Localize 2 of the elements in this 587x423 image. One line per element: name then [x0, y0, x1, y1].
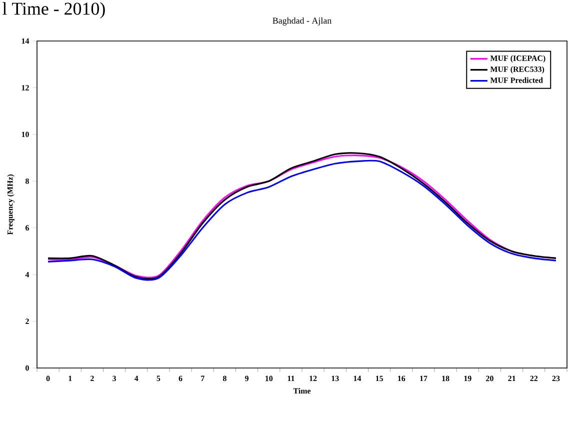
chart-title: Baghdad - Ajlan: [272, 17, 332, 26]
text: l Time - 2010): [2, 2, 105, 18]
